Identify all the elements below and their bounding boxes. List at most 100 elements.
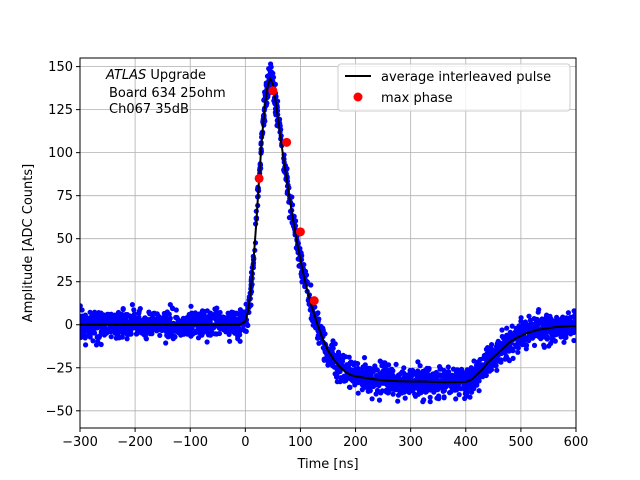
max-phase-point xyxy=(255,174,264,183)
sample-point xyxy=(434,376,439,381)
sample-point xyxy=(459,369,464,374)
sample-point xyxy=(418,384,423,389)
sample-point xyxy=(117,318,122,323)
sample-point xyxy=(86,317,91,322)
x-tick-label: 100 xyxy=(288,435,313,450)
sample-point xyxy=(334,374,339,379)
sample-point xyxy=(269,64,274,69)
sample-point xyxy=(504,326,509,331)
sample-point xyxy=(200,310,205,315)
sample-point xyxy=(116,330,121,335)
y-tick-label: −50 xyxy=(46,404,73,419)
sample-point xyxy=(547,318,552,323)
sample-point xyxy=(308,282,313,287)
sample-point xyxy=(515,350,520,355)
sample-point xyxy=(348,360,353,365)
sample-point xyxy=(178,333,183,338)
sample-point xyxy=(151,311,156,316)
sample-point xyxy=(97,316,102,321)
sample-point xyxy=(434,396,439,401)
sample-point xyxy=(465,367,470,372)
atlas-annotation-line1: ATLAS Upgrade xyxy=(105,68,206,83)
sample-point xyxy=(226,311,231,316)
sample-point xyxy=(83,335,88,340)
sample-point xyxy=(88,334,93,339)
sample-point xyxy=(519,339,524,344)
y-tick-label: 100 xyxy=(48,146,73,161)
sample-point xyxy=(196,326,201,331)
sample-point xyxy=(415,359,420,364)
sample-point xyxy=(142,316,147,321)
sample-point xyxy=(347,385,352,390)
sample-point xyxy=(163,340,168,345)
sample-point xyxy=(356,391,361,396)
x-tick-label: 600 xyxy=(564,435,589,450)
sample-point xyxy=(322,358,327,363)
legend-marker-max-phase xyxy=(354,93,363,102)
sample-point xyxy=(113,325,118,330)
sample-point xyxy=(341,374,346,379)
sample-point xyxy=(316,341,321,346)
sample-point xyxy=(393,386,398,391)
sample-point xyxy=(403,396,408,401)
legend-label-max-phase: max phase xyxy=(381,91,453,106)
sample-point xyxy=(438,367,443,372)
sample-point xyxy=(206,327,211,332)
sample-point xyxy=(107,328,112,333)
sample-point xyxy=(366,366,371,371)
sample-point xyxy=(159,316,164,321)
sample-point xyxy=(227,339,232,344)
x-tick-label: −100 xyxy=(172,435,208,450)
sample-point xyxy=(83,342,88,347)
sample-point xyxy=(218,310,223,315)
max-phase-point xyxy=(282,138,291,147)
sample-point xyxy=(457,392,462,397)
sample-point xyxy=(138,306,143,311)
sample-point xyxy=(373,382,378,387)
sample-point xyxy=(373,366,378,371)
y-tick-label: −25 xyxy=(46,361,73,376)
x-tick-label: −200 xyxy=(117,435,153,450)
y-axis: −50−250255075100125150 xyxy=(46,60,80,419)
sample-point xyxy=(360,381,365,386)
sample-point xyxy=(199,333,204,338)
max-phase-point xyxy=(296,227,305,236)
sample-point xyxy=(146,310,151,315)
legend: average interleaved pulse max phase xyxy=(338,64,570,111)
sample-point xyxy=(165,309,170,314)
sample-point xyxy=(476,359,481,364)
sample-point xyxy=(447,372,452,377)
sample-point xyxy=(174,315,179,320)
sample-point xyxy=(172,334,177,339)
sample-point xyxy=(109,334,114,339)
sample-point xyxy=(89,330,94,335)
max-phase-point xyxy=(268,86,277,95)
sample-point xyxy=(97,335,102,340)
sample-point xyxy=(232,316,237,321)
sample-point xyxy=(166,326,171,331)
sample-point xyxy=(131,307,136,312)
sample-point xyxy=(231,330,236,335)
sample-point xyxy=(338,358,343,363)
sample-point xyxy=(451,367,456,372)
sample-point xyxy=(136,311,141,316)
sample-point xyxy=(426,367,431,372)
sample-point xyxy=(157,333,162,338)
sample-point xyxy=(480,372,485,377)
sample-point xyxy=(396,393,401,398)
sample-point xyxy=(499,327,504,332)
sample-point xyxy=(442,394,447,399)
sample-point xyxy=(374,391,379,396)
sample-point xyxy=(503,334,508,339)
sample-point xyxy=(418,376,423,381)
sample-point xyxy=(413,394,418,399)
sample-point xyxy=(470,386,475,391)
sample-point xyxy=(498,360,503,365)
sample-point xyxy=(566,310,571,315)
sample-point xyxy=(528,321,533,326)
sample-point xyxy=(342,379,347,384)
sample-point xyxy=(428,395,433,400)
sample-point xyxy=(471,358,476,363)
sample-point xyxy=(117,335,122,340)
y-tick-label: 150 xyxy=(48,60,73,75)
